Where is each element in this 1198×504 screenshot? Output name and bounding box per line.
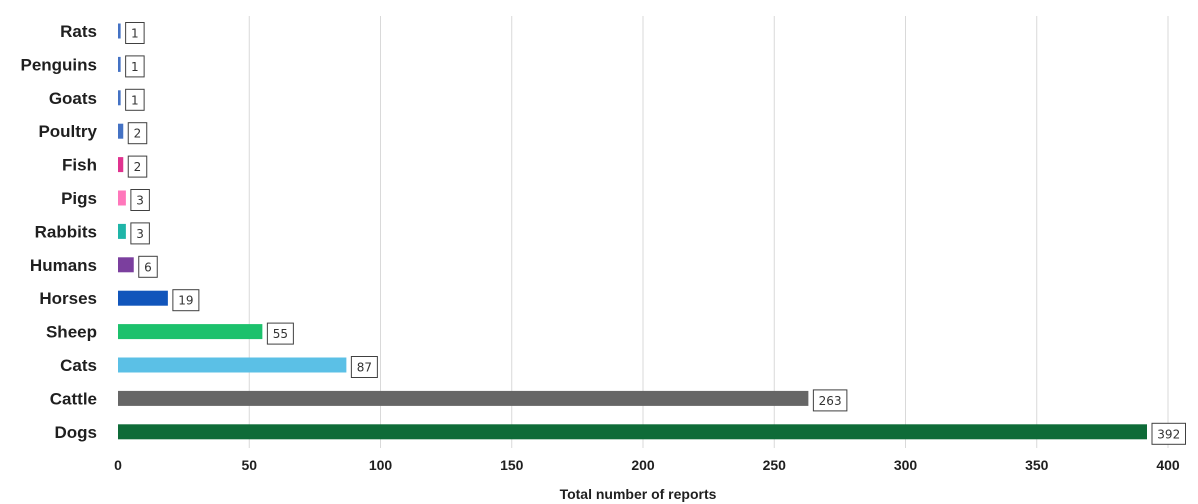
bar-sheep <box>118 324 263 340</box>
x-tick-labels: 0 50 100 150 200 250 300 350 400 <box>114 457 1180 473</box>
data-label-poultry: 2 <box>127 122 148 145</box>
data-label-value: 392 <box>1157 427 1180 441</box>
x-tick-label: 250 <box>763 457 787 473</box>
category-label: Penguins <box>20 55 97 74</box>
data-label-value: 263 <box>819 394 842 408</box>
data-label-box <box>125 55 145 78</box>
data-label-box <box>130 222 150 245</box>
data-label-value: 2 <box>134 127 142 141</box>
x-tick-label: 0 <box>114 457 122 473</box>
category-label: Cats <box>60 356 97 375</box>
category-label: Sheep <box>46 323 97 342</box>
data-label-rats: 1 <box>125 22 145 44</box>
x-tick-label: 200 <box>631 457 655 473</box>
data-label-box <box>130 189 150 211</box>
data-label-value: 19 <box>178 294 193 308</box>
category-label: Humans <box>30 256 97 275</box>
data-label-box <box>172 289 200 312</box>
data-label-dogs: 392 <box>1151 422 1186 445</box>
x-tick-label: 400 <box>1156 457 1180 473</box>
data-label-box <box>127 122 148 145</box>
bar-cats <box>118 357 347 373</box>
bar-humans <box>118 257 134 273</box>
bar-rats <box>118 23 121 39</box>
gridlines <box>248 16 1169 448</box>
bar-horses <box>118 290 168 306</box>
data-label-cats: 87 <box>350 356 378 378</box>
bar-rabbits <box>118 223 126 239</box>
data-label-box <box>350 356 378 378</box>
data-label-value: 1 <box>131 60 139 74</box>
data-label-box <box>266 322 294 345</box>
data-label-value: 87 <box>357 361 372 375</box>
data-labels: 1 1 1 2 2 3 3 6 19 55 87 263 392 <box>125 22 1186 445</box>
category-label: Rats <box>60 22 97 41</box>
data-label-value: 1 <box>131 93 139 107</box>
category-label: Poultry <box>38 122 97 141</box>
bar-goats <box>118 90 121 106</box>
data-label-horses: 19 <box>172 289 200 312</box>
data-label-penguins: 1 <box>125 55 145 78</box>
data-label-box <box>138 255 158 278</box>
data-label-value: 2 <box>134 160 142 174</box>
data-label-rabbits: 3 <box>130 222 150 245</box>
bar-penguins <box>118 56 121 72</box>
data-label-pigs: 3 <box>130 189 150 211</box>
data-label-sheep: 55 <box>266 322 294 345</box>
category-label: Pigs <box>61 189 97 208</box>
category-label: Rabbits <box>35 222 97 241</box>
data-label-cattle: 263 <box>812 389 848 412</box>
data-label-value: 1 <box>131 27 139 41</box>
data-label-box <box>1151 422 1186 445</box>
data-label-box <box>125 22 145 44</box>
data-label-box <box>812 389 848 412</box>
category-label: Goats <box>49 89 97 108</box>
x-tick-label: 350 <box>1025 457 1049 473</box>
data-label-value: 6 <box>144 260 152 274</box>
category-label: Cattle <box>50 389 97 408</box>
data-label-value: 3 <box>136 194 144 208</box>
x-tick-label: 150 <box>500 457 524 473</box>
x-tick-label: 300 <box>894 457 918 473</box>
bar-fish <box>118 157 124 173</box>
data-label-fish: 2 <box>127 155 148 178</box>
data-label-humans: 6 <box>138 255 158 278</box>
data-label-box <box>127 155 148 178</box>
data-label-value: 3 <box>136 227 144 241</box>
category-label: Fish <box>62 156 97 175</box>
category-label: Horses <box>39 289 97 308</box>
data-label-value: 55 <box>273 327 288 341</box>
bars <box>118 23 1147 440</box>
category-label: Dogs <box>55 423 98 442</box>
data-label-goats: 1 <box>125 88 145 111</box>
bar-dogs <box>118 424 1147 440</box>
bar-pigs <box>118 190 126 206</box>
x-tick-label: 50 <box>241 457 257 473</box>
bar-poultry <box>118 123 124 139</box>
bar-cattle <box>118 390 809 406</box>
x-tick-label: 100 <box>369 457 393 473</box>
data-label-box <box>125 88 145 111</box>
category-labels: Rats Penguins Goats Poultry Fish Pigs Rabbits H… <box>20 22 97 442</box>
x-axis-title: Total number of reports <box>560 486 717 502</box>
